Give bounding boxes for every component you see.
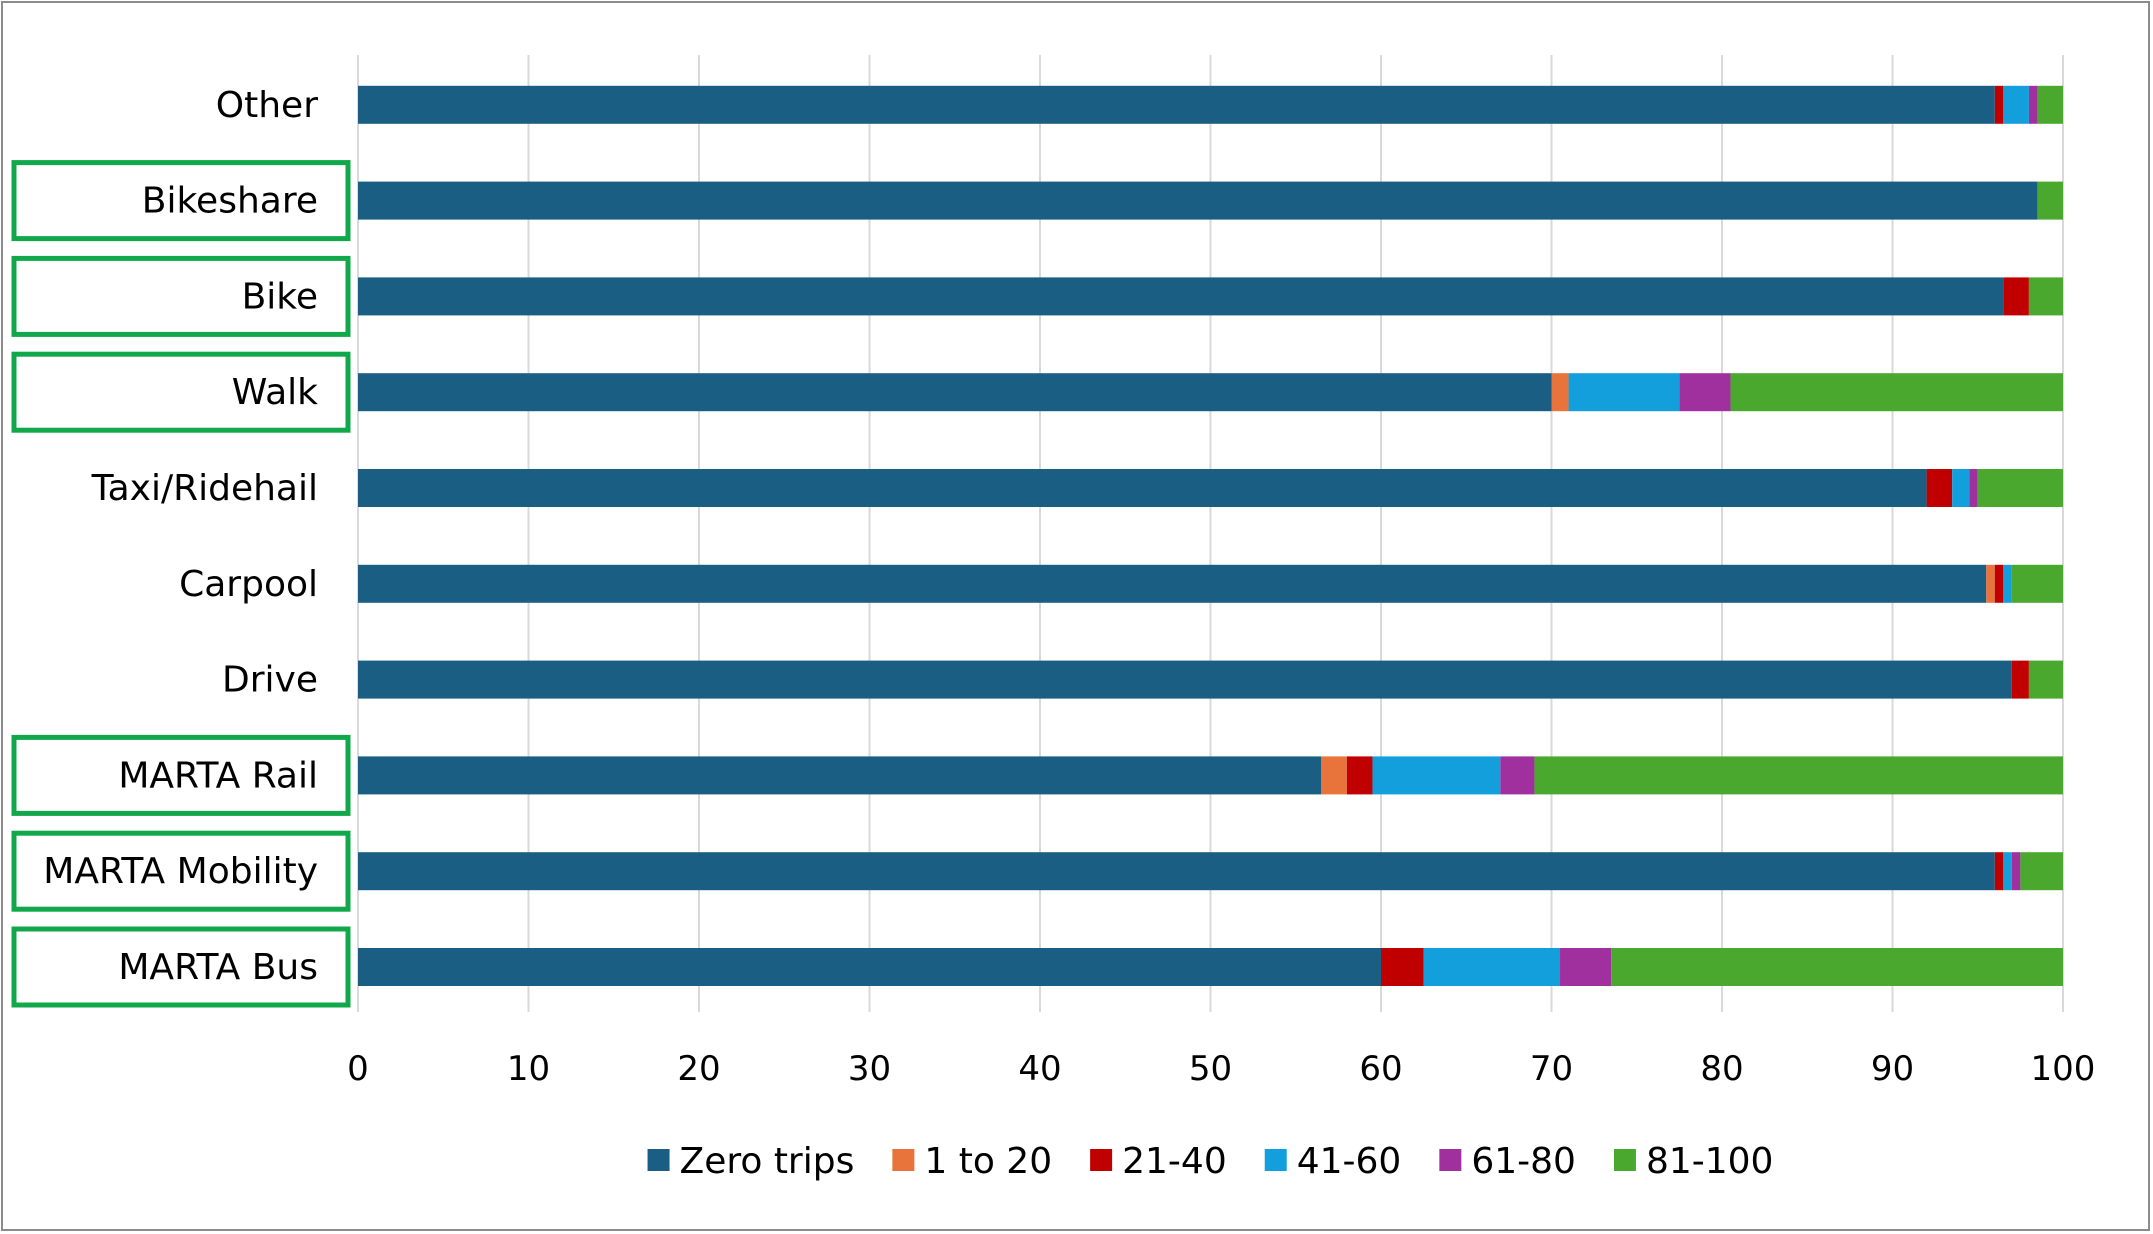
bar-bikeshare-81-100 bbox=[2037, 181, 2063, 220]
category-label-marta-mobility: MARTA Mobility bbox=[43, 851, 318, 892]
category-label-marta-bus: MARTA Bus bbox=[118, 947, 318, 988]
category-labels: MARTA Bus MARTA Mobility MARTA Rail Drive Ca… bbox=[43, 85, 318, 988]
bar-marta-bus-61-80 bbox=[1560, 948, 1612, 986]
bar-other-41-60 bbox=[2003, 85, 2029, 124]
bar-bikeshare-zero-trips bbox=[358, 181, 2038, 220]
bar-carpool-21-40 bbox=[1994, 564, 2004, 603]
x-tick-label-80: 80 bbox=[1700, 1049, 1743, 1089]
highlight-box-bikeshare bbox=[11, 160, 351, 242]
bar-carpool-zero-trips bbox=[358, 564, 1987, 603]
bar-marta-rail-zero-trips bbox=[358, 756, 1322, 795]
x-tick-label-40: 40 bbox=[1018, 1049, 1061, 1089]
legend-label-21-40: 21-40 bbox=[1122, 1141, 1227, 1182]
highlight-box-bike bbox=[11, 255, 351, 337]
bar-drive-zero-trips bbox=[358, 660, 2012, 699]
category-label-bike: Bike bbox=[242, 276, 318, 317]
x-tick-label-70: 70 bbox=[1530, 1049, 1573, 1089]
x-tick-label-10: 10 bbox=[507, 1049, 550, 1089]
legend-swatch-1-to-20 bbox=[892, 1149, 915, 1171]
bar-marta-mobility-61-80 bbox=[2011, 852, 2021, 891]
bar-marta-rail-61-80 bbox=[1500, 756, 1535, 795]
bar-marta-rail-1-to-20 bbox=[1321, 756, 1347, 795]
bar-marta-rail-41-60 bbox=[1372, 756, 1501, 795]
bar-marta-mobility-41-60 bbox=[2003, 852, 2012, 891]
legend-label-81-100: 81-100 bbox=[1646, 1141, 1774, 1182]
category-label-other: Other bbox=[216, 85, 318, 126]
bar-taxi-ridehail-zero-trips bbox=[358, 469, 1927, 507]
bar-marta-rail-21-40 bbox=[1346, 756, 1373, 795]
legend-label-41-60: 41-60 bbox=[1297, 1141, 1402, 1182]
bar-marta-bus-zero-trips bbox=[358, 948, 1381, 986]
bar-other-21-40 bbox=[1994, 85, 2004, 124]
x-tick-label-50: 50 bbox=[1189, 1049, 1232, 1089]
bar-marta-mobility-81-100 bbox=[2020, 852, 2063, 891]
bars bbox=[358, 85, 2063, 986]
legend-swatch-zero-trips bbox=[647, 1149, 670, 1171]
bar-bike-21-40 bbox=[2003, 277, 2029, 316]
category-label-carpool: Carpool bbox=[179, 564, 318, 605]
x-tick-label-100: 100 bbox=[2031, 1049, 2096, 1089]
highlight-box-walk bbox=[11, 351, 351, 433]
bar-other-61-80 bbox=[2028, 85, 2038, 124]
bar-carpool-41-60 bbox=[2003, 564, 2012, 603]
bar-bike-81-100 bbox=[2028, 277, 2063, 316]
x-tick-label-0: 0 bbox=[347, 1049, 369, 1089]
bar-other-81-100 bbox=[2037, 85, 2063, 124]
highlight-box-marta-bus bbox=[11, 926, 351, 1008]
category-label-marta-rail: MARTA Rail bbox=[118, 755, 318, 796]
bar-marta-mobility-21-40 bbox=[1994, 852, 2004, 891]
legend-swatch-61-80 bbox=[1439, 1149, 1462, 1171]
highlight-box-marta-mobility bbox=[11, 830, 351, 912]
bar-marta-bus-21-40 bbox=[1381, 948, 1424, 986]
x-tick-label-20: 20 bbox=[677, 1049, 720, 1089]
legend: Zero trips 1 to 20 21-40 41-60 61-80 81-100 bbox=[647, 1141, 1774, 1182]
x-axis-ticks: 0 10 20 30 40 50 60 70 80 90 100 bbox=[347, 1049, 2095, 1089]
category-highlight-boxes bbox=[11, 160, 351, 1008]
legend-swatch-21-40 bbox=[1090, 1149, 1113, 1171]
bar-walk-zero-trips bbox=[358, 373, 1552, 412]
bar-marta-mobility-zero-trips bbox=[358, 852, 1995, 891]
bar-drive-21-40 bbox=[2011, 660, 2029, 699]
category-label-bikeshare: Bikeshare bbox=[142, 181, 318, 222]
bar-walk-61-80 bbox=[1679, 373, 1731, 412]
bar-taxi-ridehail-41-60 bbox=[1952, 469, 1970, 507]
bar-taxi-ridehail-61-80 bbox=[1969, 469, 1978, 507]
legend-swatch-41-60 bbox=[1264, 1149, 1287, 1171]
bar-carpool-81-100 bbox=[2011, 564, 2063, 603]
bar-marta-bus-41-60 bbox=[1423, 948, 1561, 986]
highlight-box-marta-rail bbox=[11, 734, 351, 816]
bar-carpool-1-to-20 bbox=[1986, 564, 1995, 603]
category-label-taxi-ridehail: Taxi/Ridehail bbox=[91, 468, 318, 509]
legend-label-1-to-20: 1 to 20 bbox=[924, 1141, 1052, 1182]
legend-swatch-81-100 bbox=[1613, 1149, 1636, 1171]
bar-marta-bus-81-100 bbox=[1611, 948, 2063, 986]
bar-other-zero-trips bbox=[358, 85, 1995, 124]
category-label-drive: Drive bbox=[222, 660, 318, 701]
x-tick-label-60: 60 bbox=[1359, 1049, 1402, 1089]
bar-walk-81-100 bbox=[1730, 373, 2063, 412]
bar-taxi-ridehail-81-100 bbox=[1977, 469, 2063, 507]
bar-walk-1-to-20 bbox=[1551, 373, 1569, 412]
bar-taxi-ridehail-21-40 bbox=[1926, 469, 1953, 507]
x-tick-label-90: 90 bbox=[1871, 1049, 1914, 1089]
bar-marta-rail-81-100 bbox=[1534, 756, 2063, 795]
x-tick-label-30: 30 bbox=[848, 1049, 891, 1089]
legend-label-61-80: 61-80 bbox=[1471, 1141, 1576, 1182]
legend-label-zero-trips: Zero trips bbox=[680, 1141, 855, 1182]
bar-bike-zero-trips bbox=[358, 277, 2004, 316]
bar-drive-81-100 bbox=[2028, 660, 2063, 699]
category-label-walk: Walk bbox=[232, 372, 318, 413]
bar-walk-41-60 bbox=[1568, 373, 1680, 412]
